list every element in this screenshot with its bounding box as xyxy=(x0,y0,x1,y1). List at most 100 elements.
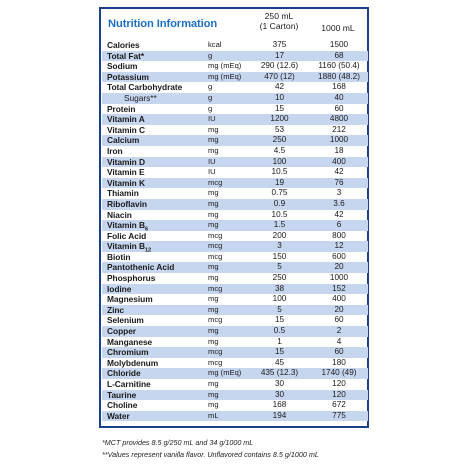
value-1000ml: 40 xyxy=(334,92,344,102)
nutrient-unit: mg xyxy=(208,379,219,388)
nutrient-name-text: Folic Acid xyxy=(107,230,147,241)
nutrient-name-text: Vitamin B xyxy=(107,220,146,231)
column-header-250ml-carton: (1 Carton) xyxy=(259,21,299,31)
nutrient-name-text: Iron xyxy=(107,145,123,156)
nutrient-unit: mcg xyxy=(208,357,223,367)
nutrient-row: Vitamin E IU 10.5 42 xyxy=(102,167,368,178)
value-1000ml: 400 xyxy=(332,294,346,304)
nutrient-name-text: Pantothenic Acid xyxy=(107,262,175,273)
nutrient-name: Magnesium xyxy=(107,294,153,305)
nutrient-row: Calories kcal 375 1500 xyxy=(102,40,368,51)
value-1000ml: 12 xyxy=(334,241,344,251)
value-250ml: 250 xyxy=(272,273,287,283)
nutrition-panel: Nutrition Information 250 mL (1 Carton) … xyxy=(99,7,369,428)
nutrient-name: Vitamin E xyxy=(107,167,145,178)
nutrient-unit: mg xyxy=(208,273,219,283)
value-1000ml: 120 xyxy=(332,379,346,388)
nutrient-name-text: Iodine xyxy=(107,283,132,294)
value-250ml: 5 xyxy=(277,262,282,272)
nutrient-row: Iodine mcg 38 152 xyxy=(102,283,368,295)
footnote-mct: *MCT provides 8.5 g/250 mL and 34 g/1000… xyxy=(102,438,254,447)
nutrient-name: Calories xyxy=(107,40,140,51)
value-250ml: 0.9 xyxy=(273,198,286,208)
value-1000ml: 68 xyxy=(334,50,344,60)
nutrient-row: Calcium mg 250 1000 xyxy=(102,135,368,146)
nutrient-name: Pantothenic Acid xyxy=(107,262,174,273)
nutrient-name-subscript: 12 xyxy=(145,247,152,254)
value-250ml: 0.5 xyxy=(273,326,286,336)
value-1000ml: 42 xyxy=(334,167,344,177)
nutrient-unit: mg xyxy=(208,188,219,198)
nutrient-name: Manganese xyxy=(107,337,152,348)
value-250ml: 194 xyxy=(272,410,287,420)
nutrient-row: Potassium mg (mEq) 470 (12) 1880 (48.2) xyxy=(102,71,368,83)
nutrient-row: Protein g 15 60 xyxy=(102,104,368,115)
value-250ml: 30 xyxy=(274,389,285,399)
nutrient-row: Phosphorus mg 250 1000 xyxy=(102,273,368,284)
value-1000ml: 600 xyxy=(332,251,346,261)
nutrient-name-text: Riboflavin xyxy=(107,198,147,209)
value-1000ml: 1000 xyxy=(329,135,349,145)
value-250ml: 375 xyxy=(272,40,287,49)
value-250ml: 100 xyxy=(272,294,287,304)
nutrient-name-text: Zinc xyxy=(107,304,125,315)
nutrient-name-text: Water xyxy=(107,410,130,421)
nutrient-row: Pantothenic Acid mg 5 20 xyxy=(102,262,368,274)
nutrient-unit: mcg xyxy=(208,230,223,240)
nutrient-unit: mL xyxy=(208,410,219,420)
nutrient-unit: mg (mEq) xyxy=(208,71,242,81)
nutrient-row: Zinc mg 5 20 xyxy=(102,304,368,316)
nutrient-unit: mg xyxy=(208,336,219,346)
nutrient-name: Copper xyxy=(107,326,136,337)
nutrient-name: Protein xyxy=(107,104,136,115)
nutrient-name: Selenium xyxy=(107,315,144,326)
nutrient-name-text: Vitamin B xyxy=(107,241,146,252)
nutrient-unit: g xyxy=(208,82,213,92)
nutrient-unit: kcal xyxy=(208,40,222,49)
value-1000ml: 775 xyxy=(332,410,346,420)
nutrient-unit: mg xyxy=(208,145,219,155)
nutrient-name: Sugars** xyxy=(124,93,157,104)
value-1000ml: 1160 (50.4) xyxy=(318,61,360,71)
value-1000ml: 3 xyxy=(336,188,342,198)
nutrient-unit: mg xyxy=(208,220,219,230)
value-250ml: 15 xyxy=(274,315,285,325)
value-250ml: 1200 xyxy=(270,114,289,124)
value-1000ml: 20 xyxy=(334,304,344,314)
nutrient-unit: mg xyxy=(208,209,219,219)
column-header-250ml: 250 mL (1 Carton) xyxy=(252,11,306,31)
nutrient-unit: mg (mEq) xyxy=(208,368,242,378)
nutrient-name-text: Vitamin D xyxy=(107,156,146,167)
nutrient-unit: g xyxy=(208,92,213,102)
nutrient-name: Zinc xyxy=(107,305,124,316)
value-250ml: 4.5 xyxy=(273,145,286,155)
value-1000ml: 1000 xyxy=(329,273,349,283)
nutrient-name-text: Molybdenum xyxy=(107,357,159,368)
nutrient-row: Vitamin C mg 53 212 xyxy=(102,125,368,136)
nutrient-table: Calories kcal 375 1500 Total Fat* g 17 68 Sodium… xyxy=(102,40,368,422)
nutrient-row: Total Fat* g 17 68 xyxy=(102,50,368,62)
nutrient-name-text: Chloride xyxy=(107,368,141,379)
value-250ml: 150 xyxy=(272,251,287,261)
value-250ml: 10 xyxy=(274,92,285,102)
nutrient-name-text: Total Fat* xyxy=(107,50,145,61)
nutrient-name-subscript: 6 xyxy=(145,226,149,233)
nutrient-name-text: Phosphorus xyxy=(107,273,156,284)
nutrient-name: Vitamin K xyxy=(107,178,145,189)
value-250ml: 168 xyxy=(272,400,287,410)
nutrient-row: Copper mg 0.5 2 xyxy=(102,326,368,337)
nutrient-name: Choline xyxy=(107,400,137,411)
value-250ml: 1 xyxy=(277,336,282,346)
nutrient-name: L-Carnitine xyxy=(107,379,151,390)
value-1000ml: 1880 (48.2) xyxy=(318,71,360,81)
nutrient-row: Molybdenum mcg 45 180 xyxy=(102,358,368,369)
value-250ml: 19 xyxy=(274,177,285,187)
nutrient-name-text: Magnesium xyxy=(107,294,153,305)
nutrient-row: Chloride mg (mEq) 435 (12.3) 1740 (49) xyxy=(102,368,368,379)
nutrient-name: Molybdenum xyxy=(107,358,158,369)
nutrient-unit: mcg xyxy=(208,241,223,251)
nutrient-name: Vitamin A xyxy=(107,114,145,125)
value-1000ml: 120 xyxy=(332,389,346,399)
nutrient-name: Vitamin B6 xyxy=(107,220,148,235)
nutrient-name: Iron xyxy=(107,146,123,157)
